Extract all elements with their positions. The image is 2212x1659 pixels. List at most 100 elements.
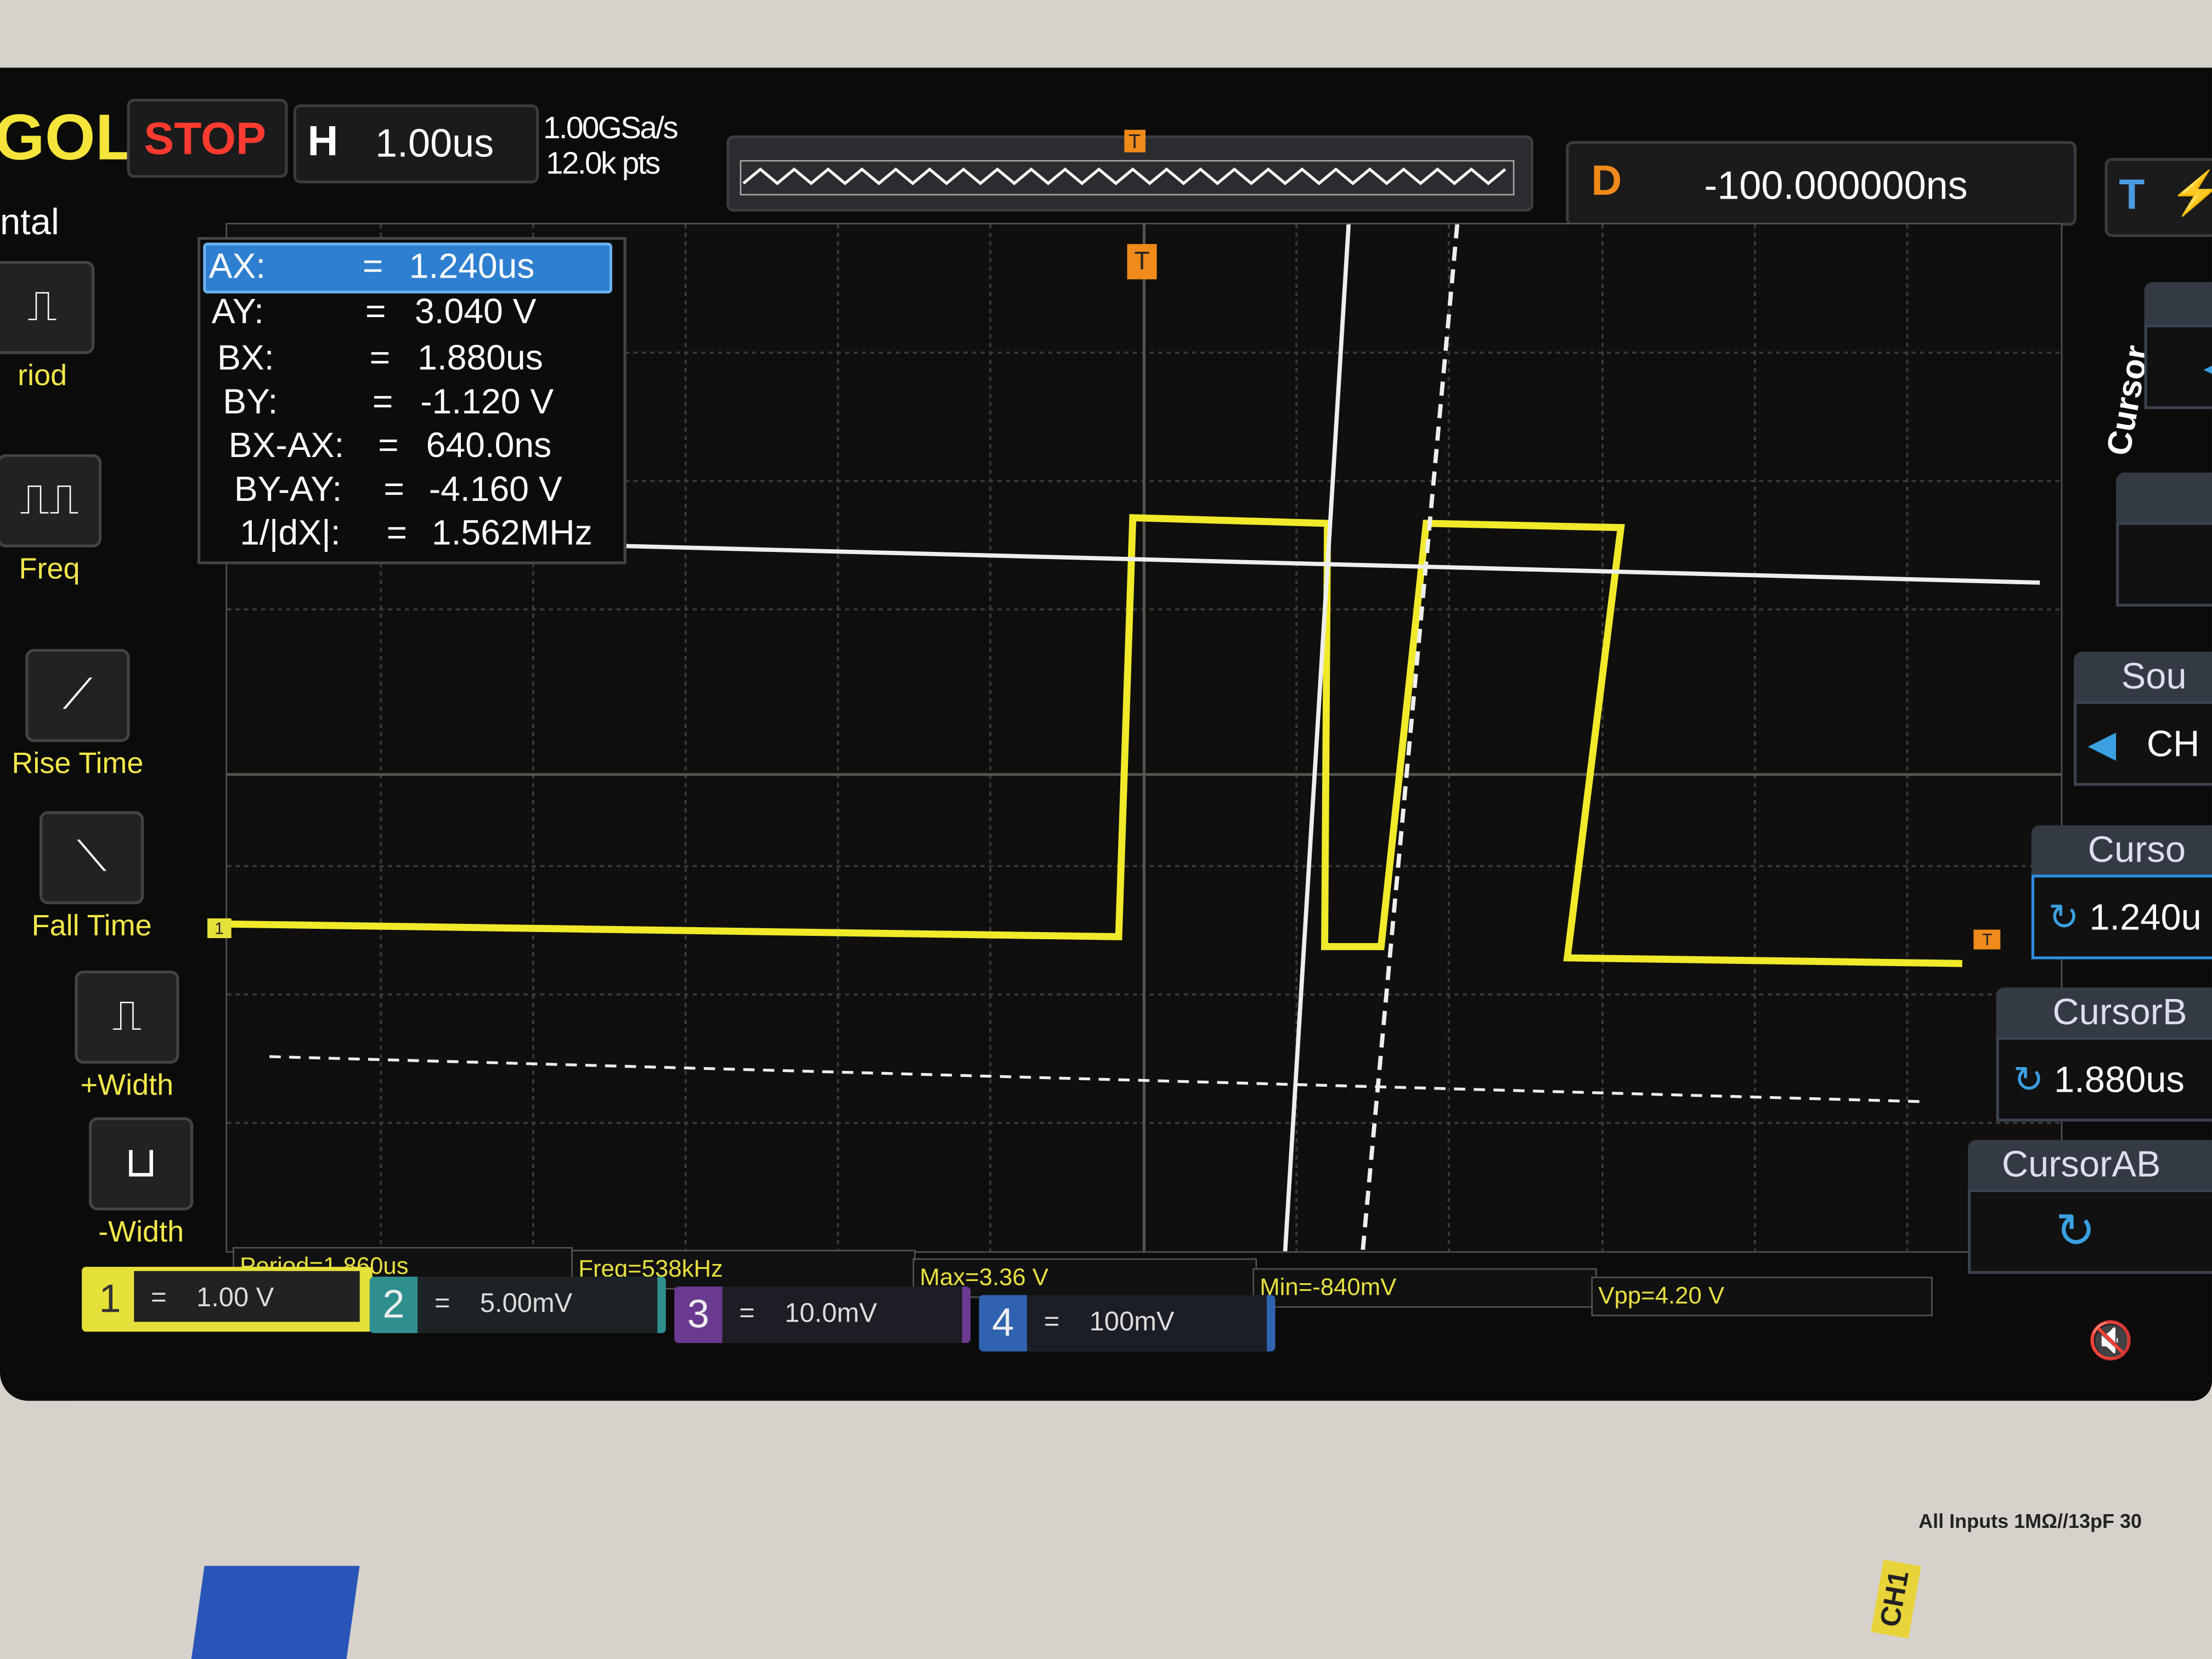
sample-rate: 1.00GSa/s [543, 110, 679, 145]
brand-logo: GOL [0, 100, 136, 174]
channel-4-button[interactable]: 4 = 100mV [979, 1295, 1276, 1352]
readout-value: -4.160 V [428, 470, 562, 510]
channel-1-button[interactable]: 1 = 1.00 V [82, 1267, 373, 1332]
menu-header [2144, 282, 2212, 325]
cursor-readout-panel: AX: = 1.240us AY: = 3.040 V BX: = 1.880us BY: =… [197, 236, 627, 565]
menu-item-fall-time[interactable]: ⟍ Fall Time [7, 811, 177, 944]
menu-value: ↻ 1.880us [1996, 1036, 2212, 1122]
right-menu-item-cursor-ab[interactable]: CursorAB ↻ [1968, 1139, 2212, 1274]
dc-coupling-icon: = [151, 1283, 167, 1313]
readout-value: 640.0ns [426, 426, 552, 466]
input-spec-label: All Inputs 1MΩ//13pF 30 [1918, 1509, 2142, 1532]
run-state: STOP [144, 112, 266, 164]
rotate-knob-icon: ↻ [2013, 1058, 2044, 1101]
menu-item-rise-time[interactable]: ⟋ Rise Time [0, 648, 162, 782]
overview-trigger-marker: T [1124, 129, 1145, 153]
right-menu-item-mode[interactable]: ◀ I [2144, 282, 2212, 409]
measurement-min: Min=-840mV [1252, 1268, 1597, 1308]
run-stop-button[interactable]: STOP [127, 98, 288, 178]
left-menu-title: ntal [0, 200, 59, 243]
negative-width-icon: ⊔ [88, 1117, 194, 1211]
menu-item-label: Rise Time [12, 747, 144, 780]
menu-item-period[interactable]: ⎍ riod [0, 261, 127, 394]
timebase-value: 1.00us [375, 121, 494, 165]
readout-label: BX-AX: [228, 426, 345, 466]
right-menu-item-cursor-a[interactable]: Curso ↻ 1.240u [2031, 825, 2212, 960]
probe-cable [190, 1566, 360, 1659]
channel-number: 3 [687, 1292, 709, 1336]
readout-value: 1.880us [417, 338, 543, 379]
readout-equals: = [372, 382, 393, 422]
delay-button[interactable]: D -100.000000ns [1566, 141, 2077, 226]
readout-equals: = [378, 426, 399, 466]
rotate-knob-icon: ↻ [1968, 1189, 2212, 1274]
menu-item-label: Fall Time [31, 910, 152, 943]
menu-value: I [2116, 522, 2212, 607]
positive-width-icon: ⎍ [75, 970, 179, 1064]
right-menu-item-cursor-b[interactable]: CursorB ↻ 1.880us [1996, 987, 2212, 1122]
menu-item-label: riod [18, 359, 67, 392]
cursor-ax-line [1283, 224, 1351, 1251]
readout-label: BY-AY: [234, 470, 342, 510]
readout-equals: = [365, 292, 386, 332]
menu-header: CursorAB [1968, 1139, 2212, 1189]
channel-scale: 10.0mV [785, 1299, 877, 1329]
channel-scale: 5.00mV [479, 1289, 573, 1319]
rise-time-icon: ⟋ [25, 648, 130, 742]
channel-number: 4 [992, 1300, 1014, 1345]
waveform-overview[interactable]: T [726, 129, 1534, 212]
channel-3-button[interactable]: 3 = 10.0mV [674, 1286, 971, 1343]
menu-item-freq[interactable]: ⎍⎍ Freq [0, 454, 134, 587]
readout-label: 1/|dX|: [240, 513, 341, 553]
readout-equals: = [383, 470, 404, 510]
delay-label: D [1591, 157, 1622, 205]
lightning-icon: ⚡ [2170, 170, 2212, 219]
menu-item-label: +Width [80, 1069, 174, 1102]
channel-2-button[interactable]: 2 = 5.00mV [369, 1277, 666, 1333]
cursor-ay-line [622, 544, 2040, 585]
right-menu-item-source[interactable]: Sou ◀ CH [2073, 651, 2212, 786]
readout-equals: = [369, 338, 391, 379]
cursor-bx-line [1361, 224, 1460, 1251]
menu-header: Sou [2073, 651, 2212, 701]
rotate-knob-icon: ↻ [2048, 895, 2079, 938]
menu-value: ◀ CH [2073, 701, 2212, 786]
overview-waveform-icon [740, 160, 1515, 196]
trigger-button[interactable]: T ⚡ [2104, 157, 2212, 237]
channel1-offset-marker[interactable]: 1 [207, 918, 231, 938]
readout-equals: = [386, 513, 408, 553]
trigger-level-marker[interactable]: T [1973, 929, 2001, 950]
left-arrow-icon: ◀ [2204, 346, 2212, 388]
channel1-trace [227, 514, 1962, 967]
dc-coupling-icon: = [1043, 1307, 1060, 1338]
menu-item-label: -Width [98, 1216, 184, 1249]
menu-item-label: Freq [19, 552, 80, 586]
timebase-label: H [307, 118, 338, 165]
left-arrow-icon: ◀ [2087, 722, 2117, 765]
timebase-button[interactable]: H 1.00us [293, 104, 539, 184]
delay-value: -100.000000ns [1704, 163, 1968, 207]
measurement-vpp: Vpp=4.20 V [1591, 1277, 1933, 1317]
readout-value: -1.120 V [420, 382, 554, 422]
dc-coupling-icon: = [434, 1289, 450, 1319]
readout-label: AY: [211, 292, 264, 332]
frequency-icon: ⎍⎍ [0, 454, 102, 548]
channel-scale: 100mV [1089, 1307, 1175, 1338]
readout-equals: = [362, 246, 383, 286]
period-icon: ⎍ [0, 261, 95, 354]
menu-item-negative-width[interactable]: ⊔ -Width [57, 1117, 226, 1250]
menu-header: Curso [2031, 825, 2212, 875]
channel-scale: 1.00 V [196, 1283, 274, 1313]
readout-label: AX: [208, 246, 266, 286]
right-menu-item-select[interactable]: SI [2116, 472, 2212, 607]
channel-number: 2 [382, 1282, 405, 1327]
sound-muted-icon[interactable]: 🔇 [2087, 1319, 2134, 1362]
trigger-position-marker[interactable]: T [1127, 244, 1157, 280]
readout-value: 3.040 V [414, 292, 537, 332]
menu-header: CursorB [1996, 987, 2212, 1037]
channel-number: 1 [99, 1277, 121, 1321]
readout-row-ax [203, 242, 612, 294]
menu-item-positive-width[interactable]: ⎍ +Width [42, 970, 212, 1103]
readout-label: BX: [217, 338, 274, 379]
